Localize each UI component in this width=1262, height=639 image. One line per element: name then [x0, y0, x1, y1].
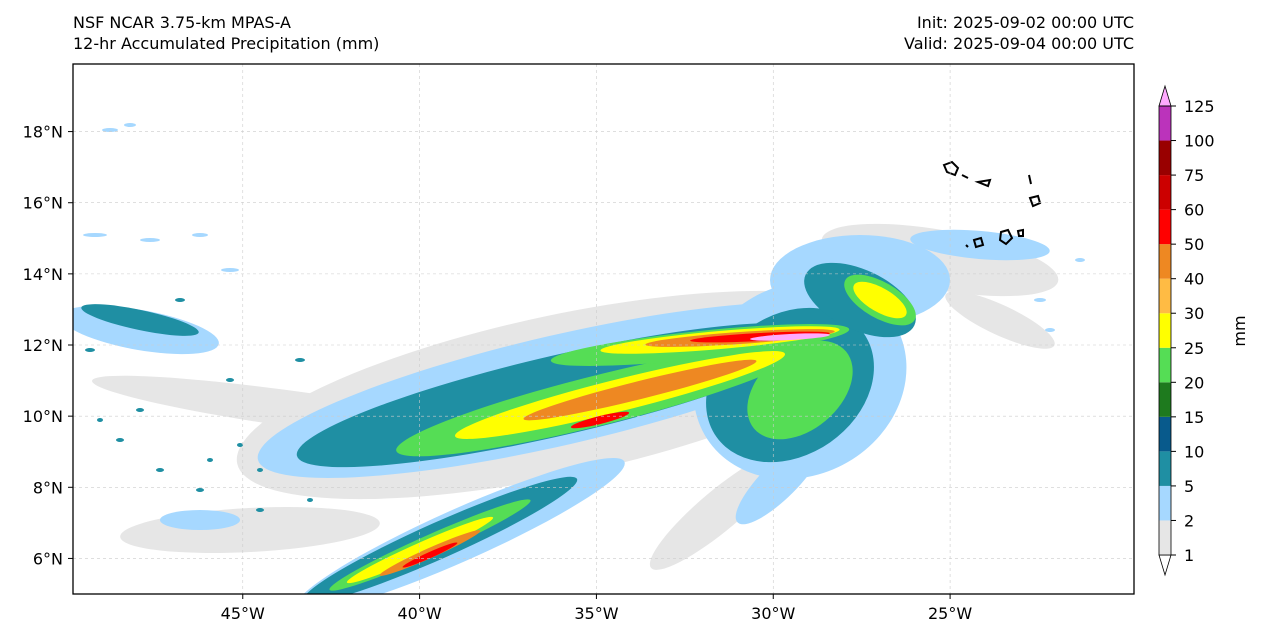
colorbar-segment [1159, 244, 1171, 279]
colorbar-label: mm [1230, 315, 1249, 346]
lat-tick-label: 12°N [23, 336, 63, 355]
colorbar-extend-max [1158, 84, 1172, 107]
colorbar-segment [1159, 485, 1171, 521]
colorbar-segment [1159, 278, 1171, 314]
colorbar-frame [1158, 105, 1172, 556]
precip-field [73, 123, 1085, 594]
lat-tick-label: 14°N [23, 265, 63, 284]
colorbar-tick-label: 5 [1184, 477, 1194, 496]
time-block: Init: 2025-09-02 00:00 UTC Valid: 2025-0… [904, 12, 1134, 54]
colorbar-segment [1159, 451, 1171, 486]
valid-time: Valid: 2025-09-04 00:00 UTC [903, 34, 1134, 53]
colorbar-tick-label: 1 [1184, 546, 1194, 565]
lon-tick-label: 45°W [221, 604, 265, 623]
colorbar-segment [1159, 520, 1171, 555]
colorbar-tick-label: 30 [1184, 304, 1204, 323]
model-title: NSF NCAR 3.75-km MPAS-A [73, 13, 291, 32]
lat-tick-label: 16°N [23, 194, 63, 213]
colorbar-segment [1159, 382, 1171, 417]
lon-tick-label: 30°W [751, 604, 795, 623]
latitude-axis: 6°N 8°N 10°N 12°N 14°N 16°N 18°N [23, 123, 73, 568]
colorbar-segment [1159, 209, 1171, 245]
precip-100mm [750, 333, 830, 341]
gridlines [73, 64, 1134, 594]
longitude-axis: 45°W 40°W 35°W 30°W 25°W [221, 594, 972, 623]
scattered-cells [83, 123, 1085, 512]
colorbar-tick-label: 25 [1184, 339, 1204, 358]
colorbar-tick-label: 50 [1184, 235, 1204, 254]
field-title: 12-hr Accumulated Precipitation (mm) [73, 34, 380, 53]
lat-tick-label: 18°N [23, 123, 63, 142]
colorbar-tick-label: 20 [1184, 373, 1204, 392]
colorbar-extend-min [1158, 554, 1172, 577]
colorbar-segment [1159, 106, 1171, 141]
lat-tick-label: 8°N [33, 478, 63, 497]
colorbar-tick-label: 40 [1184, 270, 1204, 289]
colorbar-tick-label: 100 [1184, 132, 1215, 151]
map-frame [72, 63, 1135, 595]
colorbar-tick-label: 10 [1184, 442, 1204, 461]
colorbar-segment [1159, 313, 1171, 348]
lon-tick-label: 25°W [928, 604, 972, 623]
title-block: NSF NCAR 3.75-km MPAS-A 12-hr Accumulate… [73, 12, 379, 54]
colorbar-tick-label: 125 [1184, 97, 1215, 116]
colorbar-segment [1159, 416, 1171, 452]
colorbar-tick-label: 2 [1184, 511, 1194, 530]
lon-tick-label: 40°W [397, 604, 441, 623]
colorbar-segment [1159, 347, 1171, 383]
init-time: Init: 2025-09-02 00:00 UTC [916, 13, 1134, 32]
colorbar-tick-label: 60 [1184, 201, 1204, 220]
colorbar-segment [1159, 175, 1171, 210]
lat-tick-label: 10°N [23, 407, 63, 426]
colorbar-segment [1159, 140, 1171, 176]
colorbar-tick-label: 75 [1184, 166, 1204, 185]
lat-tick-label: 6°N [33, 549, 63, 568]
lon-tick-label: 35°W [574, 604, 618, 623]
colorbar-tick-label: 15 [1184, 408, 1204, 427]
